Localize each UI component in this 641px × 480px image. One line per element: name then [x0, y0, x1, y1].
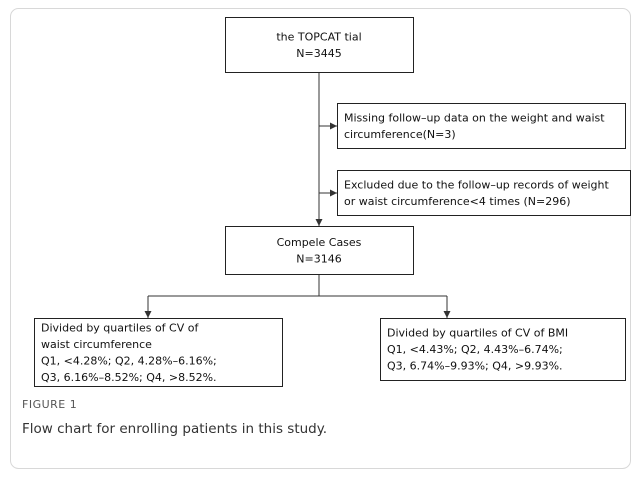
- node-text: Q3, 6.74%–9.93%; Q4, >9.93%.: [387, 360, 563, 373]
- node-text: the TOPCAT tial: [276, 30, 361, 43]
- node-box: [337, 170, 631, 216]
- node-text: Missing follow–up data on the weight and…: [344, 111, 605, 124]
- node-text: Excluded due to the follow–up records of…: [344, 178, 610, 191]
- node-text: Q1, <4.43%; Q2, 4.43%–6.74%;: [387, 343, 563, 356]
- node-box: [225, 226, 414, 275]
- node-text: circumference(N=3): [344, 128, 456, 141]
- node-text: N=3146: [296, 252, 341, 265]
- node-box: [34, 318, 283, 387]
- node-text: Divided by quartiles of CV of BMI: [387, 327, 568, 340]
- figure-title: Flow chart for enrolling patients in thi…: [22, 421, 327, 437]
- node-box: [225, 17, 414, 73]
- node-text: Divided by quartiles of CV of: [41, 321, 199, 334]
- connectors: [144, 72, 451, 318]
- node-box: [380, 318, 626, 381]
- figure-label: FIGURE 1: [22, 398, 77, 411]
- node-box: [337, 103, 626, 149]
- node-text: N=3445: [296, 47, 341, 60]
- node-text: Compele Cases: [277, 236, 362, 249]
- node-text: or waist circumference<4 times (N=296): [344, 195, 571, 208]
- node-text: Q3, 6.16%–8.52%; Q4, >8.52%.: [41, 371, 217, 384]
- node-text: Q1, <4.28%; Q2, 4.28%–6.16%;: [41, 354, 217, 367]
- node-text: waist circumference: [41, 338, 152, 351]
